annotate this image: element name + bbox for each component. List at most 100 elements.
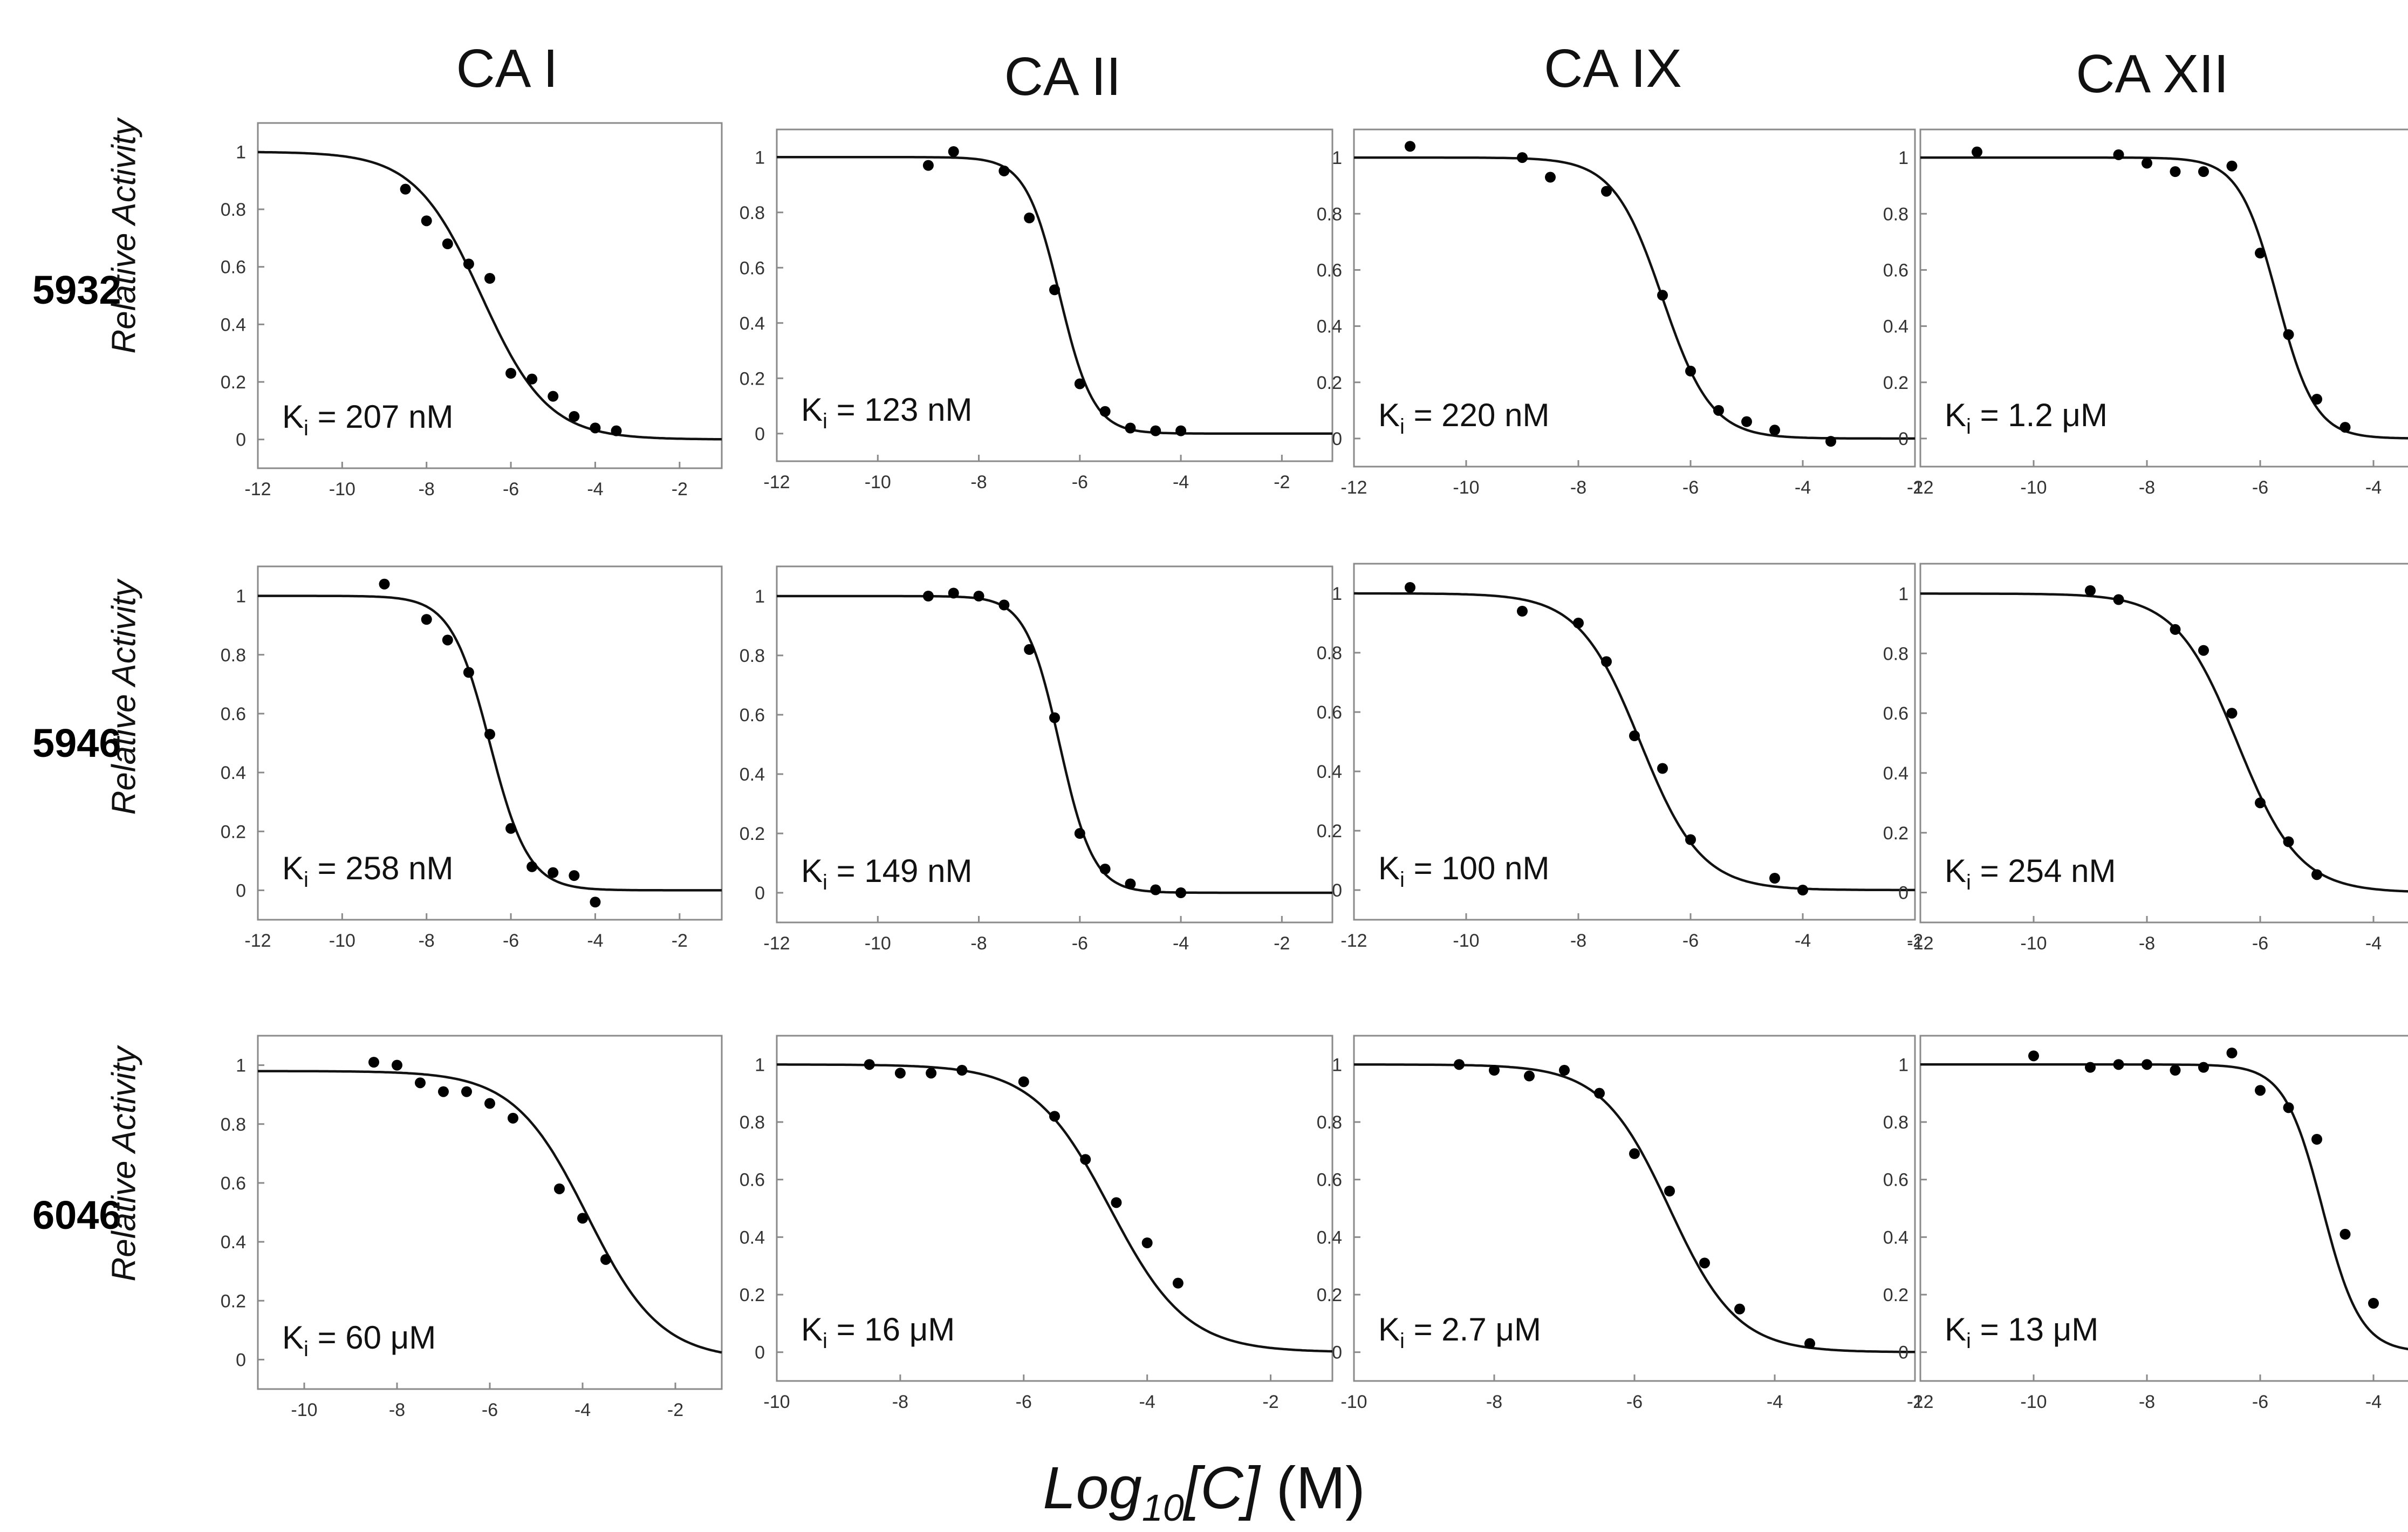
data-point <box>2283 836 2294 847</box>
x-tick-label: -4 <box>1795 477 1811 498</box>
plot-frame <box>257 122 723 469</box>
data-point <box>461 1086 472 1097</box>
data-point <box>956 1065 968 1076</box>
x-tick-label: -6 <box>482 1400 498 1420</box>
data-point <box>998 165 1010 176</box>
row-label-5946: 5946 <box>32 721 121 765</box>
ki-annotation: Ki = 16 μM <box>801 1311 955 1353</box>
x-tick-label: -4 <box>1767 1392 1783 1412</box>
data-point <box>2226 160 2238 172</box>
y-tick-label: 0 <box>1898 429 1908 449</box>
fit-curve <box>1920 592 2408 893</box>
y-tick-label: 0 <box>236 880 246 901</box>
x-tick-label: -6 <box>1682 477 1699 498</box>
y-tick-label: 0.2 <box>1883 373 1908 393</box>
ki-annotation: Ki = 149 nM <box>801 853 972 894</box>
x-tick-label: -4 <box>2365 477 2382 498</box>
data-point <box>1125 878 1136 890</box>
data-point <box>864 1059 875 1070</box>
plot-frame <box>1919 1035 2408 1382</box>
x-tick-label: -12 <box>763 472 790 493</box>
fit-curve <box>1920 156 2408 440</box>
data-point <box>508 1112 518 1124</box>
data-point <box>421 614 432 625</box>
data-point <box>2198 645 2209 656</box>
x-tick-label: -2 <box>1274 933 1290 954</box>
panel-5946-ca-i: 0 0.2 0.4 0.6 0.8 1 -12 -10 -8 -6 -4 -2 Ki = 258 nM <box>221 565 723 951</box>
y-tick-label: 0 <box>755 424 765 444</box>
ki-value: = 123 nM <box>827 392 973 428</box>
fit-curve <box>1354 1063 1915 1353</box>
data-point <box>1804 1338 1815 1349</box>
ki-subscript: i <box>1966 415 1971 439</box>
data-point <box>463 258 474 270</box>
data-point <box>1601 656 1612 667</box>
y-tick-label: 1 <box>1898 148 1908 168</box>
data-point <box>2198 166 2209 177</box>
data-point <box>590 422 601 434</box>
x-tick-label: -10 <box>2020 477 2047 498</box>
data-point <box>1454 1059 1465 1070</box>
data-point <box>1049 1111 1060 1122</box>
data-point <box>368 1057 379 1068</box>
y-tick-label: 0.8 <box>1317 204 1342 224</box>
data-point <box>2283 329 2294 340</box>
data-point <box>1685 365 1696 377</box>
data-point <box>1741 416 1752 427</box>
data-point <box>1524 1070 1535 1082</box>
data-point <box>1150 884 1161 895</box>
y-tick-label: 0.4 <box>221 314 246 335</box>
y-tick-label: 0.4 <box>1317 1227 1342 1248</box>
x-tick-label: -4 <box>1173 933 1189 954</box>
y-tick-label: 0.6 <box>1317 702 1342 723</box>
data-point <box>2085 1062 2096 1073</box>
data-point <box>1405 141 1415 152</box>
x-tick-label: -4 <box>1139 1392 1155 1412</box>
y-tick-label: 0.8 <box>221 1114 246 1135</box>
ki-annotation: Ki = 60 μM <box>282 1319 436 1361</box>
data-point <box>2113 594 2124 605</box>
data-point <box>379 578 390 590</box>
data-point <box>926 1068 937 1079</box>
data-point <box>1099 864 1111 874</box>
ki-value: = 207 nM <box>309 399 454 435</box>
data-point <box>2311 869 2322 880</box>
ki-value: = 16 μM <box>827 1311 955 1348</box>
plot-frame <box>1919 563 2408 924</box>
x-tick-label: -10 <box>865 933 891 954</box>
plot-frame <box>1353 563 1916 921</box>
y-tick-label: 0 <box>236 430 246 450</box>
x-tick-label: -12 <box>1907 933 1933 954</box>
data-point <box>415 1077 426 1089</box>
panel-5932-ca-xii: 0 0.2 0.4 0.6 0.8 1 -12 -10 -8 -6 -4 -2 Ki = 1.2 μM <box>1883 128 2408 498</box>
data-point <box>548 391 559 402</box>
x-tick-label: -12 <box>1340 477 1367 498</box>
y-tick-label: 0.8 <box>1317 643 1342 664</box>
data-point <box>569 411 580 422</box>
ki-annotation: Ki = 13 μM <box>1945 1311 2098 1353</box>
y-tick-label: 0 <box>1898 883 1908 904</box>
y-tick-label: 0.6 <box>221 1173 246 1194</box>
y-tick-label: 0.8 <box>1883 204 1908 224</box>
data-point <box>2113 1059 2124 1070</box>
x-tick-label: -10 <box>1340 1392 1367 1412</box>
data-point <box>1573 618 1584 628</box>
panel-5946-ca-ii: 0 0.2 0.4 0.6 0.8 1 -12 -10 -8 -6 -4 -2 Ki = 149 nM <box>740 565 1333 954</box>
fit-curve <box>1354 592 1915 892</box>
y-tick-label: 0.4 <box>221 1232 246 1253</box>
ki-annotation: Ki = 207 nM <box>282 399 453 440</box>
x-axis-title-log: Log <box>1043 1455 1142 1521</box>
y-tick-label: 0.8 <box>221 200 246 220</box>
ki-prefix: K <box>1378 397 1400 433</box>
x-tick-label: -10 <box>2020 1392 2047 1412</box>
panel-5932-ca-ix: 0 0.2 0.4 0.6 0.8 1 -12 -10 -8 -6 -4 -2 Ki = 220 nM <box>1317 128 1923 498</box>
y-tick-label: 0.8 <box>1317 1112 1342 1133</box>
ki-subscript: i <box>304 1337 309 1361</box>
y-tick-label: 0.8 <box>1883 1112 1908 1133</box>
data-point <box>1125 422 1136 434</box>
ki-prefix: K <box>801 1311 823 1348</box>
y-tick-label: 0.4 <box>1317 762 1342 782</box>
x-tick-label: -8 <box>970 933 987 954</box>
data-point <box>998 599 1010 611</box>
plot-frame <box>257 565 723 921</box>
